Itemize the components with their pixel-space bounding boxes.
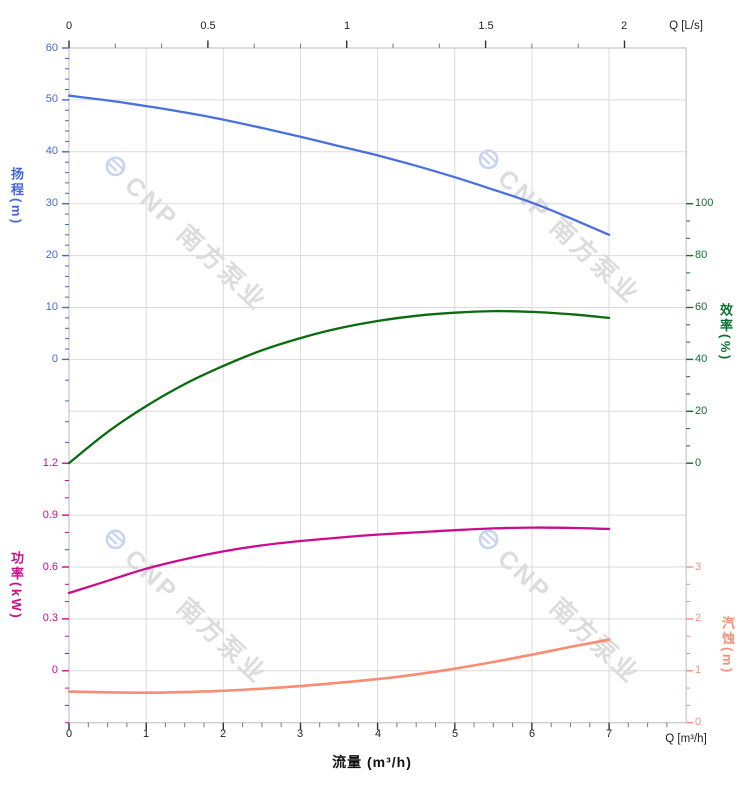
bottom-axis-unit-label: Q [m³/h] <box>665 733 707 745</box>
watermark: CNP 南方泵业 <box>467 518 649 691</box>
cnp-logo-icon <box>105 156 126 177</box>
flow-axis-title: 流量 (m³/h) <box>332 754 412 770</box>
watermark: CNP 南方泵业 <box>94 518 276 691</box>
power-axis-title: 功率(kW) <box>9 551 24 621</box>
cnp-logo-icon <box>478 149 499 170</box>
top-axis-unit-label: Q [L/s] <box>669 20 703 32</box>
npsh-axis-title: 汽蚀(m) <box>720 616 735 675</box>
cnp-logo-icon <box>478 529 499 550</box>
efficiency-curve <box>67 309 611 465</box>
head-curve <box>67 94 611 236</box>
power-curve <box>67 526 611 595</box>
npsh-curve <box>67 638 611 695</box>
efficiency-axis-title: 效率(%) <box>718 303 733 362</box>
watermark: CNP 南方泵业 <box>94 145 276 318</box>
head-axis-title: 扬程(m) <box>9 167 24 226</box>
watermark: CNP 南方泵业 <box>467 138 649 311</box>
cnp-logo-icon <box>105 529 126 550</box>
